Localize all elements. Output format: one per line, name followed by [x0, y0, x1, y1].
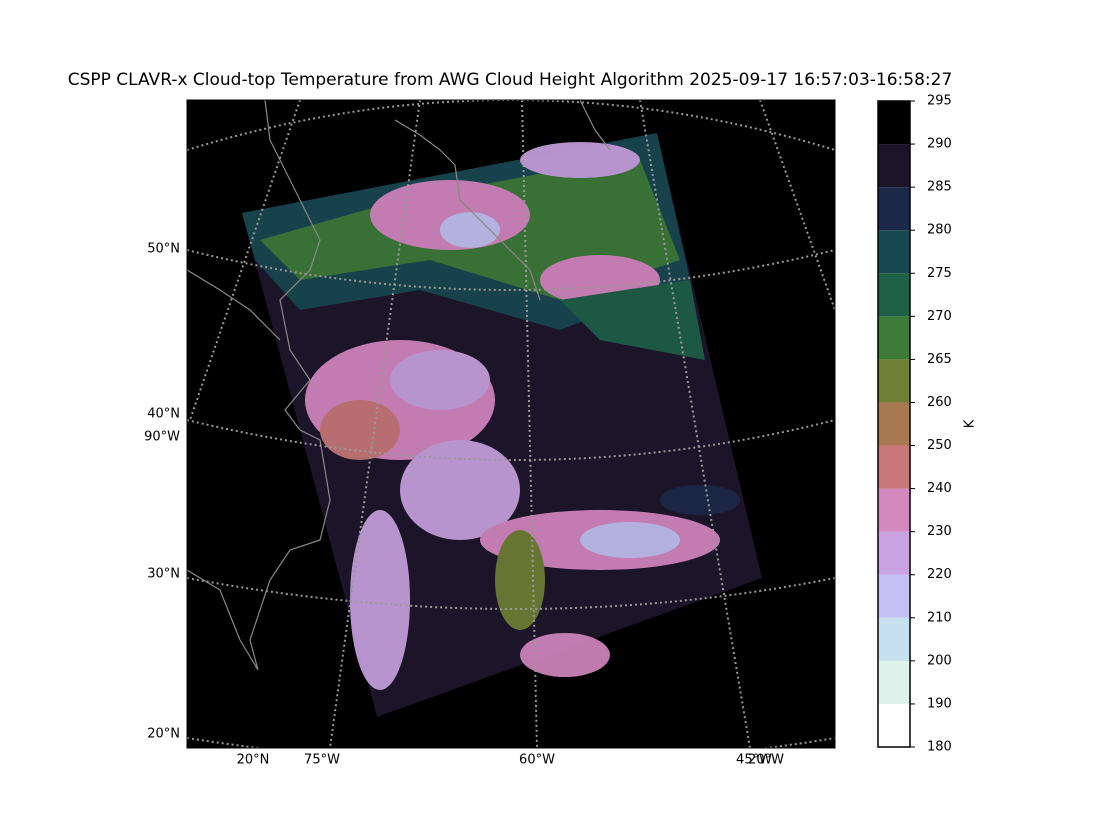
lat-label: 40°N [147, 407, 180, 422]
colorbar-label: K [963, 419, 978, 428]
colorbar-tick-label: 295 [927, 94, 952, 109]
cloud-field [242, 133, 740, 690]
coastline [579, 100, 611, 151]
colorbar-tick-label: 290 [927, 137, 952, 152]
lon-label: 20°W [748, 753, 784, 768]
colorbar-bin [878, 445, 910, 489]
map [187, 100, 835, 748]
coastline [187, 100, 331, 671]
colorbar-tick-label: 180 [927, 740, 952, 755]
colorbar-frame [877, 100, 911, 748]
colorbar-bin [878, 402, 910, 446]
colorbar-tick-label: 270 [927, 309, 952, 324]
colorbar-tick-label: 220 [927, 567, 952, 582]
colorbar: 180 190 200 210 220 230 240 250 260 265 270 275 280 2… [877, 94, 952, 755]
colorbar-bin [878, 359, 910, 403]
colorbar-bin [878, 488, 910, 532]
colorbar-tick-label: 240 [927, 481, 952, 496]
colorbar-bin [878, 574, 910, 618]
colorbar-tick-label: 285 [927, 180, 952, 195]
colorbar-bin [878, 273, 910, 317]
lat-label: 20°N [147, 727, 180, 742]
colorbar-tick-label: 200 [927, 653, 952, 668]
lon-label: 75°W [304, 753, 340, 768]
lon-label: 20°N [237, 753, 270, 768]
coastline [394, 119, 541, 301]
coastline [187, 269, 281, 341]
colorbar-bin [878, 703, 910, 747]
lat-label: 50°N [147, 242, 180, 257]
colorbar-bin [878, 101, 910, 145]
colorbar-tick-label: 265 [927, 352, 952, 367]
lat-label: 90°W [144, 430, 180, 445]
colorbar-bin [878, 531, 910, 575]
colorbar-tick-label: 210 [927, 610, 952, 625]
colorbar-bin [878, 617, 910, 661]
colorbar-bin [878, 187, 910, 231]
colorbar-tick-label: 250 [927, 438, 952, 453]
colorbar-bin [878, 230, 910, 274]
colorbar-bin [878, 144, 910, 188]
colorbar-tick-label: 260 [927, 395, 952, 410]
colorbar-tick-label: 275 [927, 266, 952, 281]
graticule [187, 100, 835, 748]
lon-label: 45°W [736, 753, 772, 768]
colorbar-tick-label: 230 [927, 524, 952, 539]
colorbar-tick-label: 190 [927, 696, 952, 711]
title: CSPP CLAVR-x Cloud-top Temperature from … [68, 70, 953, 90]
colorbar-bin [878, 660, 910, 704]
colorbar-tick-label: 280 [927, 223, 952, 238]
lat-label: 30°N [147, 567, 180, 582]
lon-label: 60°W [519, 753, 555, 768]
map-frame [186, 99, 836, 749]
colorbar-bin [878, 316, 910, 360]
